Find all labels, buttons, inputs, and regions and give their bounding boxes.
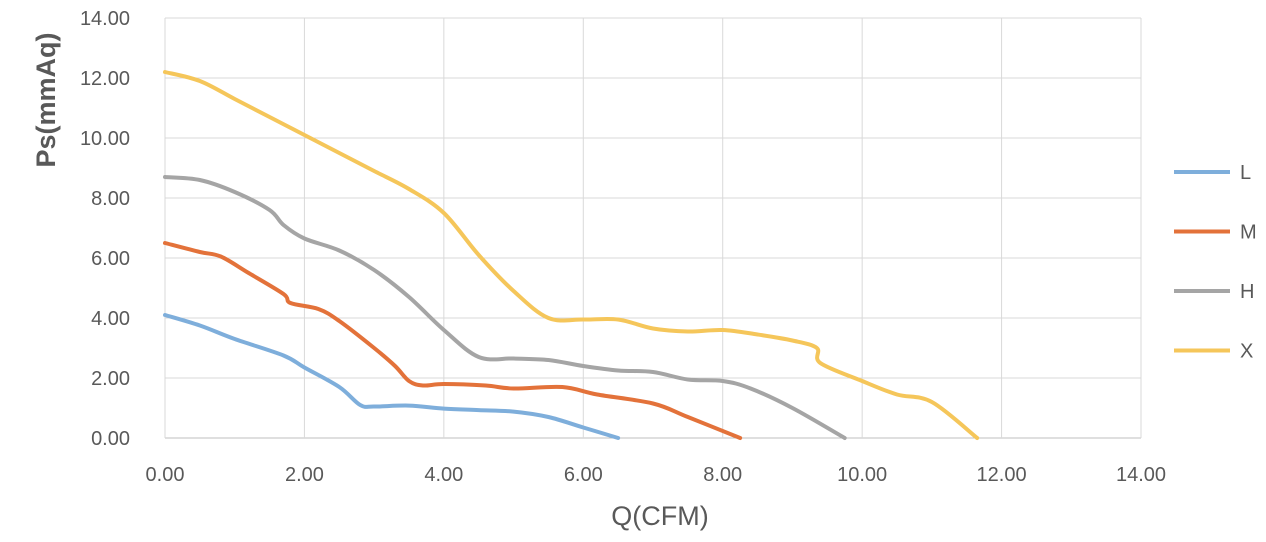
legend-label-X: X <box>1240 341 1253 363</box>
x-tick-label: 14.00 <box>1116 464 1166 486</box>
x-axis-label: Q(CFM) <box>611 501 708 531</box>
x-tick-label: 10.00 <box>837 464 887 486</box>
legend-label-H: H <box>1240 281 1254 303</box>
y-tick-label: 10.00 <box>80 128 130 150</box>
legend-label-M: M <box>1240 222 1257 244</box>
series-line-H <box>163 175 847 440</box>
y-axis-label: Ps(mmAq) <box>31 32 61 167</box>
y-tick-label: 4.00 <box>91 308 130 330</box>
y-tick-label: 8.00 <box>91 188 130 210</box>
x-tick-label: 0.00 <box>146 464 185 486</box>
y-tick-label: 6.00 <box>91 248 130 270</box>
x-tick-label: 2.00 <box>285 464 324 486</box>
x-tick-labels: 0.00 2.00 4.00 6.00 8.00 10.00 12.00 14.00 <box>146 464 1167 486</box>
y-tick-labels: 0.00 2.00 4.00 6.00 8.00 10.00 12.00 14.00 <box>80 8 130 450</box>
x-tick-label: 12.00 <box>977 464 1027 486</box>
y-tick-label: 14.00 <box>80 8 130 30</box>
y-tick-label: 12.00 <box>80 68 130 90</box>
gridlines <box>164 17 1142 439</box>
y-tick-label: 0.00 <box>91 428 130 450</box>
x-tick-label: 4.00 <box>424 464 463 486</box>
series-lines <box>163 70 980 440</box>
legend: L M H X <box>1174 162 1257 363</box>
series-line-X <box>163 70 980 440</box>
y-tick-label: 2.00 <box>91 368 130 390</box>
x-tick-label: 8.00 <box>703 464 742 486</box>
series-line-M <box>163 241 743 440</box>
x-tick-label: 6.00 <box>564 464 603 486</box>
legend-label-L: L <box>1240 162 1251 184</box>
series-line-L <box>163 313 621 440</box>
